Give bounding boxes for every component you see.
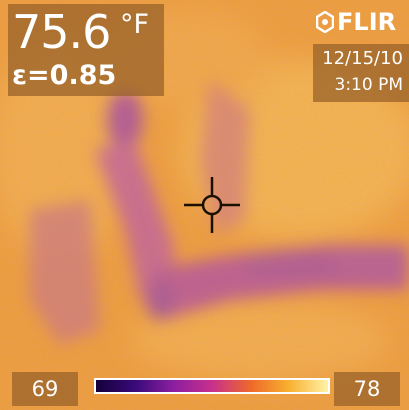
color-scale-bar bbox=[94, 378, 330, 394]
brand-logo: FLIR bbox=[316, 8, 396, 36]
capture-time: 3:10 PM bbox=[334, 75, 404, 95]
scale-max-panel: 78 bbox=[334, 372, 400, 406]
temperature-unit: °F bbox=[120, 9, 150, 40]
crosshair-icon bbox=[184, 177, 240, 233]
datetime-panel: 12/15/10 3:10 PM bbox=[313, 44, 409, 102]
temperature-reading-panel: 75.6 °F ε=0.85 bbox=[8, 4, 164, 96]
capture-date: 12/15/10 bbox=[322, 48, 403, 69]
brand-name: FLIR bbox=[337, 8, 397, 36]
scale-min-value: 69 bbox=[31, 377, 59, 401]
scale-max-value: 78 bbox=[353, 377, 381, 401]
emissivity-value: ε=0.85 bbox=[12, 60, 117, 91]
scale-min-panel: 69 bbox=[12, 372, 78, 406]
flir-logo-icon bbox=[316, 11, 334, 33]
temperature-value: 75.6 bbox=[12, 5, 111, 59]
